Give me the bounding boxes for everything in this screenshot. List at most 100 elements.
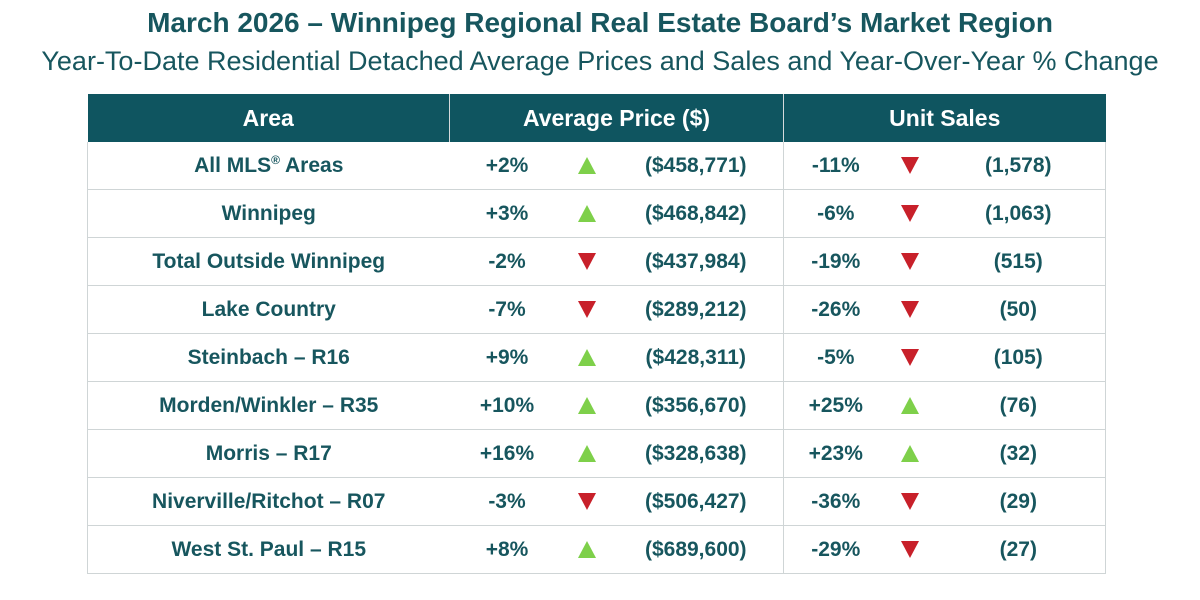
- triangle-down-icon: [900, 205, 919, 223]
- triangle-up-icon: [577, 157, 596, 175]
- price-change: -7%: [449, 285, 565, 334]
- sales-change: -19%: [783, 237, 888, 286]
- sales-change: -11%: [783, 142, 888, 190]
- area-cell: Niverville/Ritchot – R07: [87, 477, 450, 526]
- area-name: Morden/Winkler – R35: [159, 393, 379, 417]
- trend-down-cell: [887, 189, 932, 238]
- trend-down-cell: [887, 237, 932, 286]
- trend-down-cell: [887, 525, 932, 574]
- area-name: Total Outside Winnipeg: [152, 249, 386, 273]
- average-price: ($356,670): [608, 381, 785, 430]
- price-change: +3%: [449, 189, 565, 238]
- trend-down-cell: [564, 477, 609, 526]
- area-cell: West St. Paul – R15: [87, 525, 450, 574]
- table-row: All MLS® Areas +2% ($458,771) -11% (1,578): [87, 142, 1107, 190]
- area-name: West St. Paul – R15: [171, 537, 367, 561]
- price-change: +16%: [449, 429, 565, 478]
- average-price: ($328,638): [608, 429, 785, 478]
- trend-down-cell: [887, 285, 932, 334]
- area-name: All MLS: [194, 153, 272, 177]
- unit-sales: (515): [931, 237, 1107, 286]
- average-price: ($506,427): [608, 477, 785, 526]
- area-name: Niverville/Ritchot – R07: [152, 489, 386, 513]
- column-header-unit-sales: Unit Sales: [783, 94, 1106, 142]
- sales-change: -6%: [783, 189, 888, 238]
- triangle-down-icon: [577, 493, 596, 511]
- triangle-up-icon: [900, 445, 919, 463]
- price-change: +2%: [449, 142, 565, 190]
- triangle-up-icon: [900, 397, 919, 415]
- price-change: +8%: [449, 525, 565, 574]
- triangle-down-icon: [577, 253, 596, 271]
- sales-change: -26%: [783, 285, 888, 334]
- sales-change: -29%: [783, 525, 888, 574]
- table-header-row: Area Average Price ($) Unit Sales: [87, 94, 1106, 142]
- average-price: ($428,311): [608, 333, 785, 382]
- triangle-down-icon: [900, 157, 919, 175]
- unit-sales: (29): [931, 477, 1107, 526]
- table-row: Lake Country -7% ($289,212) -26% (50): [87, 285, 1107, 334]
- price-change: -3%: [449, 477, 565, 526]
- table-row: Winnipeg +3% ($468,842) -6% (1,063): [87, 189, 1107, 238]
- sales-change: +23%: [783, 429, 888, 478]
- trend-up-cell: [564, 525, 609, 574]
- area-cell: Morden/Winkler – R35: [87, 381, 450, 430]
- unit-sales: (76): [931, 381, 1107, 430]
- average-price: ($689,600): [608, 525, 785, 574]
- triangle-down-icon: [900, 349, 919, 367]
- unit-sales: (50): [931, 285, 1107, 334]
- table-row: Total Outside Winnipeg -2% ($437,984) -19% (…: [87, 237, 1107, 286]
- area-name: Lake Country: [201, 297, 336, 321]
- area-name-suffix: Areas: [279, 153, 344, 177]
- area-name: Winnipeg: [221, 201, 316, 225]
- area-name: Morris – R17: [205, 441, 332, 465]
- market-table: Area Average Price ($) Unit Sales All ML…: [87, 94, 1107, 574]
- trend-down-cell: [564, 237, 609, 286]
- trend-up-cell: [564, 333, 609, 382]
- trend-down-cell: [887, 333, 932, 382]
- area-cell: All MLS® Areas: [87, 142, 450, 190]
- page-subtitle: Year-To-Date Residential Detached Averag…: [41, 46, 1159, 76]
- triangle-up-icon: [577, 397, 596, 415]
- table-row: Morris – R17 +16% ($328,638) +23% (32): [87, 429, 1107, 478]
- area-cell: Total Outside Winnipeg: [87, 237, 450, 286]
- trend-up-cell: [564, 429, 609, 478]
- trend-up-cell: [564, 381, 609, 430]
- triangle-up-icon: [577, 445, 596, 463]
- area-name: Steinbach – R16: [187, 345, 350, 369]
- unit-sales: (32): [931, 429, 1107, 478]
- average-price: ($289,212): [608, 285, 785, 334]
- table-row: Steinbach – R16 +9% ($428,311) -5% (105): [87, 333, 1107, 382]
- area-cell: Steinbach – R16: [87, 333, 450, 382]
- triangle-down-icon: [900, 253, 919, 271]
- registered-mark: ®: [271, 152, 280, 167]
- trend-down-cell: [887, 142, 932, 190]
- area-cell: Winnipeg: [87, 189, 450, 238]
- column-header-average-price: Average Price ($): [449, 94, 785, 142]
- average-price: ($468,842): [608, 189, 785, 238]
- triangle-down-icon: [577, 301, 596, 319]
- sales-change: +25%: [783, 381, 888, 430]
- triangle-up-icon: [577, 349, 596, 367]
- column-header-area: Area: [87, 94, 450, 142]
- triangle-down-icon: [900, 301, 919, 319]
- triangle-up-icon: [577, 541, 596, 559]
- triangle-up-icon: [577, 205, 596, 223]
- unit-sales: (105): [931, 333, 1107, 382]
- table-row: West St. Paul – R15 +8% ($689,600) -29% (27): [87, 525, 1107, 574]
- unit-sales: (1,063): [931, 189, 1107, 238]
- table-body: All MLS® Areas +2% ($458,771) -11% (1,578) Wi…: [87, 142, 1107, 574]
- table-row: Morden/Winkler – R35 +10% ($356,670) +25% (7…: [87, 381, 1107, 430]
- trend-up-cell: [887, 381, 932, 430]
- sales-change: -5%: [783, 333, 888, 382]
- triangle-down-icon: [900, 541, 919, 559]
- price-change: +10%: [449, 381, 565, 430]
- price-change: +9%: [449, 333, 565, 382]
- trend-up-cell: [887, 429, 932, 478]
- area-cell: Lake Country: [87, 285, 450, 334]
- sales-change: -36%: [783, 477, 888, 526]
- average-price: ($437,984): [608, 237, 785, 286]
- triangle-down-icon: [900, 493, 919, 511]
- trend-up-cell: [564, 189, 609, 238]
- unit-sales: (1,578): [931, 142, 1107, 190]
